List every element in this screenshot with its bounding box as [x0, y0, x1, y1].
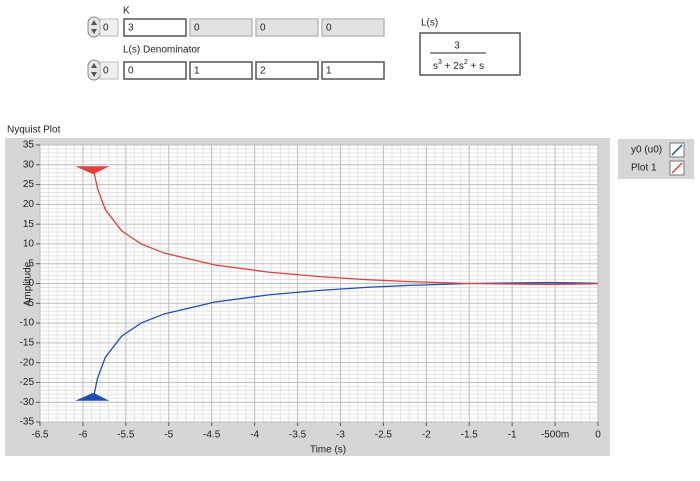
y-tick-label: -15: [20, 337, 35, 348]
x-axis-label: Time (s): [310, 445, 346, 456]
y-tick-label: -5: [25, 298, 34, 309]
x-tick-label: -5: [164, 430, 173, 441]
start-arrow: [75, 392, 110, 401]
denominator-index-spinner[interactable]: [87, 59, 101, 81]
tf-part: + 2s: [442, 61, 464, 72]
array-cell[interactable]: [189, 18, 253, 37]
tf-exponent: 2: [464, 59, 468, 66]
x-tick-label: -1: [508, 430, 517, 441]
y-tick-label: -30: [20, 397, 35, 408]
y-tick-label: -10: [20, 318, 35, 329]
array-cell[interactable]: [123, 61, 187, 80]
denominator-index-box[interactable]: [99, 61, 119, 80]
y-tick-label: 35: [23, 140, 35, 151]
array-cell[interactable]: [321, 61, 385, 80]
k-index-box[interactable]: [99, 18, 119, 37]
y-tick-label: -35: [20, 417, 35, 428]
array-cell[interactable]: [189, 61, 253, 80]
y-tick-label: 20: [23, 199, 35, 210]
array-value: 0: [128, 66, 134, 77]
array-value: 1: [326, 66, 332, 77]
series-line: [92, 168, 599, 286]
denominator-index: 0: [103, 66, 109, 77]
array-cell[interactable]: [255, 61, 319, 80]
tf-label: L(s): [421, 18, 438, 29]
x-tick-label: -2: [422, 430, 431, 441]
x-tick-label: -6.5: [31, 430, 49, 441]
x-tick-label: -6: [78, 430, 87, 441]
y-tick-label: 5: [28, 258, 34, 269]
k-label: K: [123, 6, 130, 17]
series-line: [92, 281, 599, 399]
array-cell[interactable]: [255, 18, 319, 37]
x-tick-label: -1.5: [461, 430, 479, 441]
k-index-spinner[interactable]: [87, 16, 101, 38]
y-tick-label: -20: [20, 357, 35, 368]
x-tick-label: -3.5: [289, 430, 307, 441]
legend-line: [671, 144, 683, 156]
array-value: 1: [194, 66, 200, 77]
tf-exponent: 3: [438, 59, 442, 66]
denominator-label: L(s) Denominator: [123, 45, 201, 56]
tf-denominator: s3 + 2s2 + s: [433, 59, 484, 72]
x-tick-label: -500m: [541, 430, 569, 441]
tf-part: s: [433, 61, 438, 72]
array-value: 0: [260, 23, 266, 34]
x-tick-label: -3: [336, 430, 345, 441]
y-tick-label: 25: [23, 179, 35, 190]
chart-title: Nyquist Plot: [7, 125, 61, 136]
start-arrow: [75, 166, 110, 175]
y-tick-label: 10: [23, 239, 35, 250]
k-index: 0: [103, 23, 109, 34]
tf-display: [419, 32, 521, 76]
tf-part: + s: [468, 61, 484, 72]
array-cell[interactable]: [321, 18, 385, 37]
array-value: 2: [260, 66, 266, 77]
x-tick-label: -4.5: [203, 430, 221, 441]
array-value: 0: [326, 23, 332, 34]
array-value: 3: [128, 23, 134, 34]
y-tick-label: 0: [28, 278, 34, 289]
legend-label: y0 (u0): [631, 145, 662, 156]
x-tick-label: -2.5: [375, 430, 393, 441]
legend-label: Plot 1: [631, 163, 657, 174]
y-tick-label: -25: [20, 377, 35, 388]
tf-numerator: 3: [454, 41, 460, 52]
x-tick-label: 0: [595, 430, 601, 441]
x-tick-label: -4: [250, 430, 259, 441]
array-value: 0: [194, 23, 200, 34]
x-tick-label: -5.5: [117, 430, 135, 441]
y-tick-label: 15: [23, 219, 35, 230]
legend-line: [671, 162, 683, 174]
y-tick-label: 30: [23, 159, 35, 170]
y-axis-label: Amplitude: [23, 261, 34, 306]
array-cell[interactable]: [123, 18, 187, 37]
